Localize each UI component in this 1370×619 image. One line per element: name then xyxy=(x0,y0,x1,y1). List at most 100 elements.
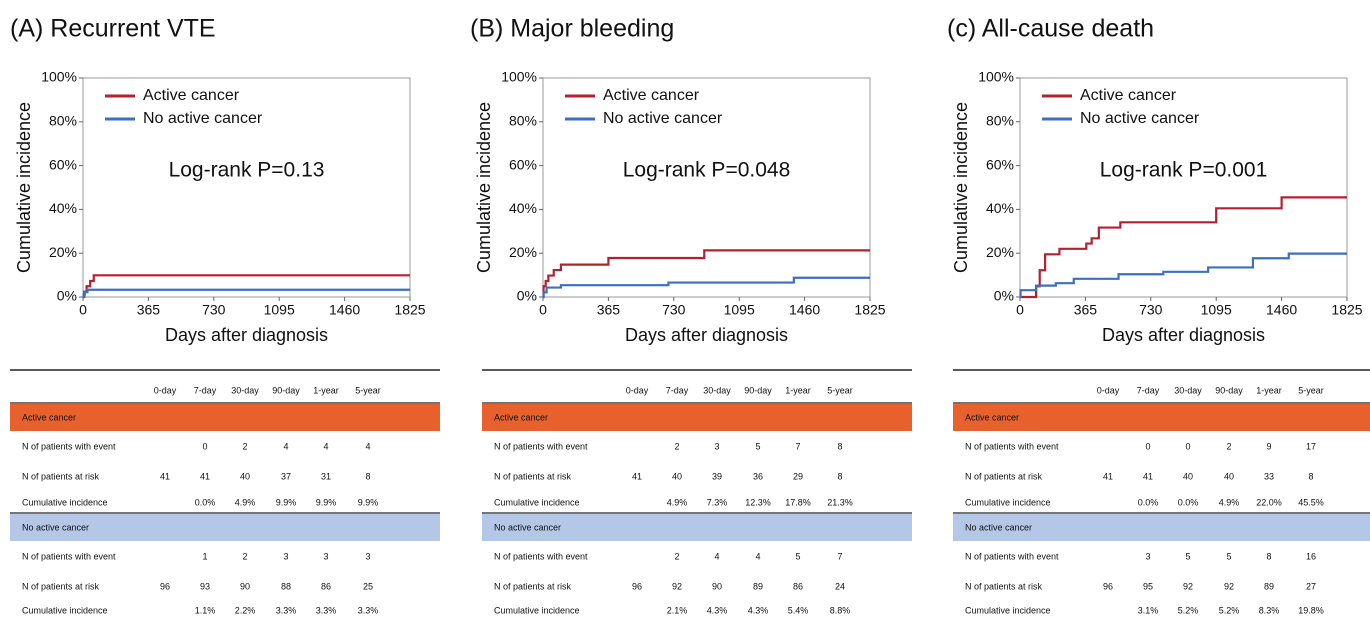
table-cell: 89 xyxy=(1264,581,1274,591)
x-axis-label: Days after diagnosis xyxy=(165,325,328,345)
x-axis-label: Days after diagnosis xyxy=(625,325,788,345)
y-axis-label: Cumulative incidence xyxy=(474,102,494,273)
x-tick-label: 0 xyxy=(1016,302,1024,318)
table-cell: 5 xyxy=(1185,551,1190,561)
table-cell: 9.9% xyxy=(276,497,297,507)
row-label: N of patients with event xyxy=(22,441,116,451)
table-cell: 22.0% xyxy=(1256,497,1282,507)
chart-title: (B) Major bleeding xyxy=(470,15,674,43)
table-cell: 4 xyxy=(323,441,328,451)
plot-frame xyxy=(1019,77,1348,298)
y-tick-label: 0% xyxy=(57,288,77,304)
plot-frame xyxy=(82,77,411,298)
series-line xyxy=(1019,252,1347,299)
row-label: N of patients at risk xyxy=(22,581,100,591)
table-cell: 3 xyxy=(283,551,288,561)
legend-label: Active cancer xyxy=(1080,87,1177,104)
table-cell: 95 xyxy=(1143,581,1153,591)
table-cell: 4.3% xyxy=(707,605,728,615)
annotation: Log-rank P=0.13 xyxy=(169,159,325,182)
x-tick-label: 365 xyxy=(1074,302,1098,318)
table-cell: 5.4% xyxy=(788,605,809,615)
legend-label: Active cancer xyxy=(143,87,240,104)
x-tick-label: 730 xyxy=(1139,302,1163,318)
group-band xyxy=(953,514,1370,541)
table-cell: 4 xyxy=(714,551,719,561)
x-axis-label: Days after diagnosis xyxy=(1102,325,1265,345)
row-label: N of patients with event xyxy=(22,551,116,561)
table-cell: 5 xyxy=(1226,551,1231,561)
column-header: 90-day xyxy=(1215,385,1243,395)
table-cell: 3.1% xyxy=(1138,605,1159,615)
y-tick-label: 60% xyxy=(509,156,537,172)
table-cell: 29 xyxy=(793,471,803,481)
table-cell: 2.1% xyxy=(667,605,688,615)
series-line xyxy=(1020,196,1347,299)
plot-frame xyxy=(542,77,871,298)
y-tick-label: 20% xyxy=(49,244,77,260)
table-cell: 5.2% xyxy=(1219,605,1240,615)
row-label: N of patients at risk xyxy=(965,471,1043,481)
column-header: 5-year xyxy=(355,385,381,395)
y-tick-label: 80% xyxy=(986,113,1014,129)
table-cell: 45.5% xyxy=(1298,497,1324,507)
table-cell: 4 xyxy=(755,551,760,561)
x-tick-label: 1825 xyxy=(394,302,425,318)
column-header: 5-year xyxy=(1298,385,1324,395)
chart-title: (c) All-cause death xyxy=(947,15,1154,43)
table-cell: 4 xyxy=(283,441,288,451)
table-cell: 24 xyxy=(835,581,845,591)
x-tick-label: 1460 xyxy=(789,302,820,318)
legend-label: No active cancer xyxy=(1080,110,1200,127)
y-tick-label: 0% xyxy=(994,288,1014,304)
table-cell: 4 xyxy=(365,441,370,451)
table-cell: 2 xyxy=(242,551,247,561)
y-axis-label: Cumulative incidence xyxy=(14,102,34,273)
column-header: 1-year xyxy=(785,385,811,395)
column-header: 7-day xyxy=(194,385,217,395)
table-cell: 96 xyxy=(1103,581,1113,591)
y-tick-label: 100% xyxy=(41,69,77,85)
x-tick-label: 1825 xyxy=(854,302,885,318)
group-band xyxy=(10,404,440,431)
table-cell: 90 xyxy=(712,581,722,591)
series-line xyxy=(542,276,870,299)
table-cell: 25 xyxy=(363,581,373,591)
y-tick-label: 20% xyxy=(509,244,537,260)
column-header: 7-day xyxy=(1137,385,1160,395)
group-band xyxy=(953,404,1370,431)
table-cell: 7.3% xyxy=(707,497,728,507)
chart-title: (A) Recurrent VTE xyxy=(10,15,216,43)
table-cell: 41 xyxy=(160,471,170,481)
y-tick-label: 60% xyxy=(49,156,77,172)
table-cell: 5 xyxy=(795,551,800,561)
annotation: Log-rank P=0.001 xyxy=(1100,159,1268,182)
row-label: Cumulative incidence xyxy=(965,605,1051,615)
column-header: 30-day xyxy=(1174,385,1202,395)
y-tick-label: 100% xyxy=(501,69,537,85)
series-line xyxy=(82,288,410,299)
column-header: 0-day xyxy=(626,385,649,395)
row-label: N of patients with event xyxy=(965,551,1059,561)
column-header: 1-year xyxy=(313,385,339,395)
table-cell: 92 xyxy=(1183,581,1193,591)
y-axis-label: Cumulative incidence xyxy=(951,102,971,273)
table-cell: 2 xyxy=(674,551,679,561)
column-header: 0-day xyxy=(1097,385,1120,395)
column-header: 90-day xyxy=(744,385,772,395)
table-cell: 88 xyxy=(281,581,291,591)
table-cell: 1 xyxy=(202,551,207,561)
row-label: N of patients with event xyxy=(494,441,588,451)
x-tick-label: 1095 xyxy=(724,302,755,318)
table-cell: 8 xyxy=(837,471,842,481)
table-cell: 3 xyxy=(1145,551,1150,561)
series-line xyxy=(83,274,410,299)
table-cell: 33 xyxy=(1264,471,1274,481)
row-label: N of patients with event xyxy=(494,551,588,561)
row-label: Cumulative incidence xyxy=(494,497,580,507)
table-cell: 4.9% xyxy=(667,497,688,507)
table-cell: 3.3% xyxy=(276,605,297,615)
table-cell: 89 xyxy=(753,581,763,591)
table-cell: 37 xyxy=(281,471,291,481)
